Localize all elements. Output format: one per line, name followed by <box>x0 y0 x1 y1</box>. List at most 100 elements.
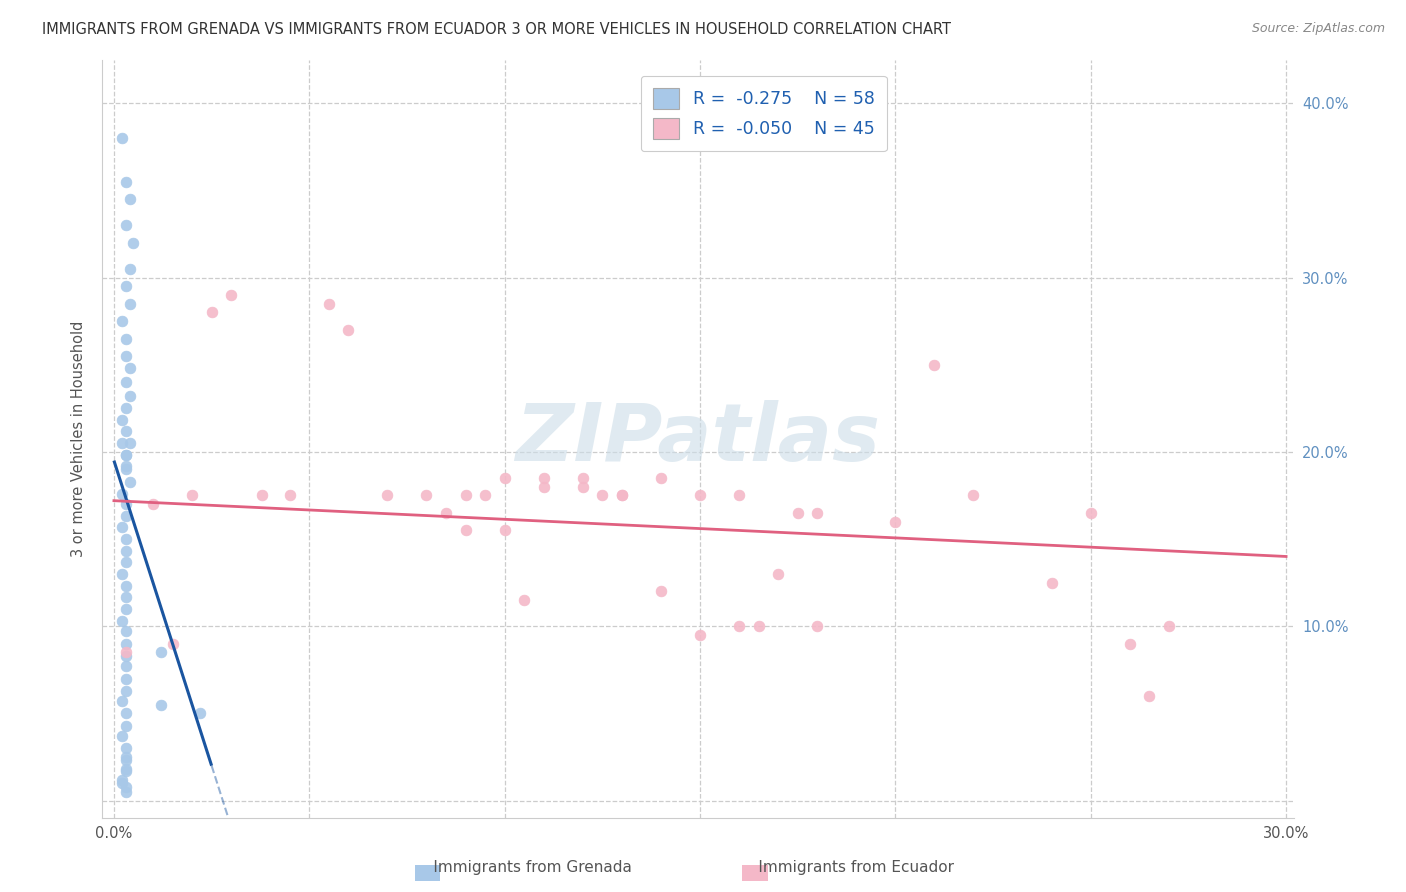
Point <box>650 584 672 599</box>
Text: IMMIGRANTS FROM GRENADA VS IMMIGRANTS FROM ECUADOR 3 OR MORE VEHICLES IN HOUSEHO: IMMIGRANTS FROM GRENADA VS IMMIGRANTS FR… <box>42 22 952 37</box>
Point <box>114 579 136 593</box>
Point <box>114 754 136 768</box>
Point <box>118 389 141 403</box>
Point <box>377 488 399 502</box>
Point <box>454 488 477 502</box>
Point <box>610 488 633 502</box>
Point <box>748 619 770 633</box>
Point <box>111 486 134 500</box>
Point <box>591 488 613 502</box>
Point <box>1137 689 1160 703</box>
Point <box>728 619 751 633</box>
Point <box>278 488 301 502</box>
Point <box>884 515 907 529</box>
Point <box>689 628 711 642</box>
Point <box>118 192 141 206</box>
Point <box>1119 637 1142 651</box>
Point <box>201 305 224 319</box>
Point <box>181 488 204 502</box>
Point <box>114 637 136 651</box>
Point <box>252 488 274 502</box>
Text: ZIPatlas: ZIPatlas <box>516 400 880 478</box>
Point <box>1040 575 1063 590</box>
Point <box>114 785 136 799</box>
Point <box>114 555 136 569</box>
Point <box>114 601 136 615</box>
Point <box>118 436 141 450</box>
Point <box>111 566 134 581</box>
Point <box>149 645 172 659</box>
Point <box>114 590 136 604</box>
Point <box>114 706 136 721</box>
Point <box>114 332 136 346</box>
Point <box>962 488 984 502</box>
Point <box>434 506 457 520</box>
Point <box>114 175 136 189</box>
Legend: R =  -0.275    N = 58, R =  -0.050    N = 45: R = -0.275 N = 58, R = -0.050 N = 45 <box>641 76 887 152</box>
Point <box>111 520 134 534</box>
Point <box>114 532 136 546</box>
Point <box>114 279 136 293</box>
Point <box>924 358 946 372</box>
Text: Immigrants from Ecuador: Immigrants from Ecuador <box>734 861 953 875</box>
Point <box>114 448 136 462</box>
Point <box>415 488 437 502</box>
Point <box>571 480 593 494</box>
Point <box>114 448 136 462</box>
Point <box>114 509 136 524</box>
Point <box>114 659 136 673</box>
Point <box>114 349 136 363</box>
Point <box>114 741 136 756</box>
Text: Immigrants from Grenada: Immigrants from Grenada <box>409 861 631 875</box>
Point <box>318 296 340 310</box>
Point <box>118 361 141 376</box>
Point <box>188 706 211 721</box>
Point <box>114 375 136 389</box>
Point <box>122 235 145 250</box>
Text: Source: ZipAtlas.com: Source: ZipAtlas.com <box>1251 22 1385 36</box>
Point <box>114 645 136 659</box>
Point <box>806 506 828 520</box>
Point <box>142 497 165 511</box>
Point <box>114 462 136 476</box>
Point <box>513 593 536 607</box>
Point <box>149 698 172 712</box>
Point <box>786 506 808 520</box>
Point <box>728 488 751 502</box>
Point <box>114 648 136 663</box>
Point <box>118 296 141 310</box>
Point <box>111 694 134 708</box>
Point <box>111 772 134 787</box>
Point <box>114 764 136 778</box>
Point <box>111 776 134 790</box>
Point <box>474 488 496 502</box>
Y-axis label: 3 or more Vehicles in Household: 3 or more Vehicles in Household <box>72 320 86 557</box>
Point <box>1080 506 1102 520</box>
Point <box>766 566 789 581</box>
Point <box>806 619 828 633</box>
Point <box>162 637 184 651</box>
Point <box>114 544 136 558</box>
Point <box>114 762 136 776</box>
Point <box>114 424 136 438</box>
Point <box>454 524 477 538</box>
Point <box>114 497 136 511</box>
Point <box>118 261 141 276</box>
Point <box>533 471 555 485</box>
Point <box>650 471 672 485</box>
Point <box>111 413 134 427</box>
Point <box>114 750 136 764</box>
Point <box>114 780 136 794</box>
Point <box>111 436 134 450</box>
Point <box>111 131 134 145</box>
Point <box>533 480 555 494</box>
Point <box>114 683 136 698</box>
Point <box>219 288 242 302</box>
Point <box>111 614 134 628</box>
Point <box>114 401 136 416</box>
Point <box>114 218 136 232</box>
Point <box>114 458 136 473</box>
Point <box>114 672 136 686</box>
Point <box>337 323 360 337</box>
Point <box>1157 619 1180 633</box>
